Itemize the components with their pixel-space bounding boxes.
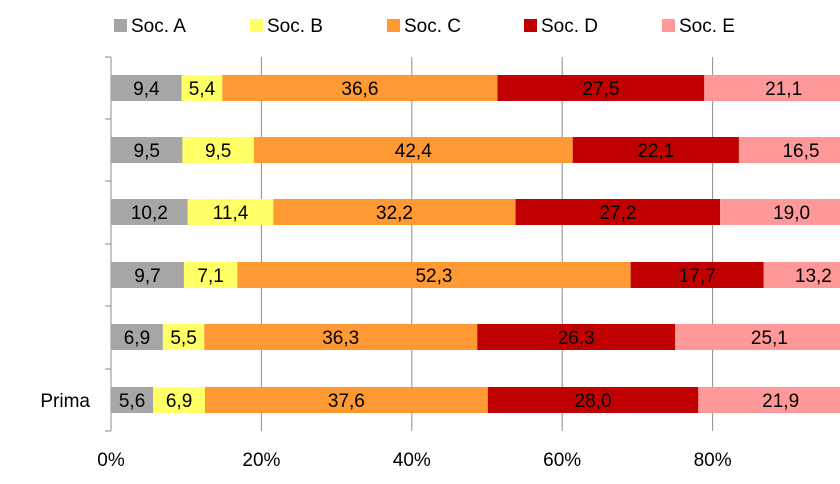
bar-segment <box>572 137 739 163</box>
data-label: 9,5 <box>134 141 160 162</box>
bar-segment <box>698 387 840 413</box>
legend-label: Soc. E <box>679 16 735 37</box>
gridlines <box>260 57 714 431</box>
data-label: 26,3 <box>558 328 595 349</box>
legend-label: Soc. C <box>404 16 461 37</box>
data-label: 7,1 <box>197 266 223 287</box>
data-label: 36,3 <box>322 328 359 349</box>
data-label: 5,6 <box>119 391 145 412</box>
bar-segment <box>153 387 205 413</box>
x-tick-label: 60% <box>543 450 581 471</box>
data-label: 6,9 <box>124 328 150 349</box>
bar-segment <box>187 199 274 225</box>
data-label: 22,1 <box>637 141 674 162</box>
x-tick-label: 40% <box>393 450 431 471</box>
legend: Soc. A Soc. B Soc. C Soc. D Soc. E <box>114 16 735 37</box>
bar-segment <box>738 137 840 163</box>
bar-segment <box>181 75 223 101</box>
bar-segment <box>763 262 840 288</box>
data-label: 27,5 <box>582 79 619 100</box>
bar-segment <box>487 387 699 413</box>
data-label: 11,4 <box>213 203 249 224</box>
data-label: 13,2 <box>795 266 832 287</box>
data-label: 36,6 <box>341 79 378 100</box>
bar-segment <box>205 387 488 413</box>
bar-segment <box>273 199 516 225</box>
bar-segment <box>477 324 675 350</box>
data-label: 21,9 <box>762 391 799 412</box>
bar-segment <box>183 262 238 288</box>
category-labels: Prima <box>40 391 90 412</box>
data-label: 37,6 <box>328 391 365 412</box>
bar-segment <box>111 199 188 225</box>
legend-swatch <box>250 19 263 32</box>
data-label: 27,2 <box>599 203 636 224</box>
y-axis <box>105 56 112 432</box>
bar-segment <box>162 324 205 350</box>
data-label: 9,7 <box>134 266 160 287</box>
data-label: 5,4 <box>189 79 216 100</box>
x-tick-label: 20% <box>242 450 280 471</box>
bar-segment <box>515 199 721 225</box>
data-label: 32,2 <box>376 203 413 224</box>
data-label: 6,9 <box>166 391 192 412</box>
bars: 9,4 5,4 36,6 27,5 21,1 9,5 9,5 42,4 22,1 16,5 10,2… <box>111 75 840 413</box>
bar-segment <box>182 137 254 163</box>
bar-segment <box>111 262 184 288</box>
legend-label: Soc. A <box>131 16 186 37</box>
data-label: 9,5 <box>205 141 231 162</box>
x-tick-label: 0% <box>97 450 125 471</box>
data-label: 19,0 <box>773 203 810 224</box>
x-tick-label: 80% <box>694 450 732 471</box>
bar-segment <box>204 324 478 350</box>
legend-swatch <box>524 19 537 32</box>
category-label: Prima <box>40 391 90 412</box>
bar-segment <box>111 137 183 163</box>
data-label: 25,1 <box>751 328 788 349</box>
legend-swatch <box>387 19 400 32</box>
data-label: 9,4 <box>133 79 160 100</box>
data-label: 42,4 <box>395 141 432 162</box>
bar-segment <box>704 75 840 101</box>
bar-segment <box>111 387 154 413</box>
bar-segment <box>675 324 840 350</box>
bar-segment <box>111 324 163 350</box>
bar-segment <box>253 137 573 163</box>
data-label: 52,3 <box>415 266 452 287</box>
bar-segment <box>630 262 764 288</box>
data-label: 5,5 <box>170 328 196 349</box>
data-label: 21,1 <box>765 79 802 100</box>
bar-segment <box>222 75 498 101</box>
legend-swatch <box>114 19 127 32</box>
data-label: 16,5 <box>782 141 819 162</box>
data-label: 17,7 <box>679 266 716 287</box>
bar-segment <box>111 75 182 101</box>
legend-label: Soc. D <box>541 16 598 37</box>
data-label: 10,2 <box>131 203 168 224</box>
x-tick-labels: 0% 20% 40% 60% 80% <box>97 450 731 471</box>
data-label: 28,0 <box>575 391 612 412</box>
bar-segment <box>720 199 840 225</box>
legend-swatch <box>662 19 675 32</box>
bar-segment <box>237 262 631 288</box>
legend-label: Soc. B <box>267 16 323 37</box>
bar-segment <box>497 75 705 101</box>
